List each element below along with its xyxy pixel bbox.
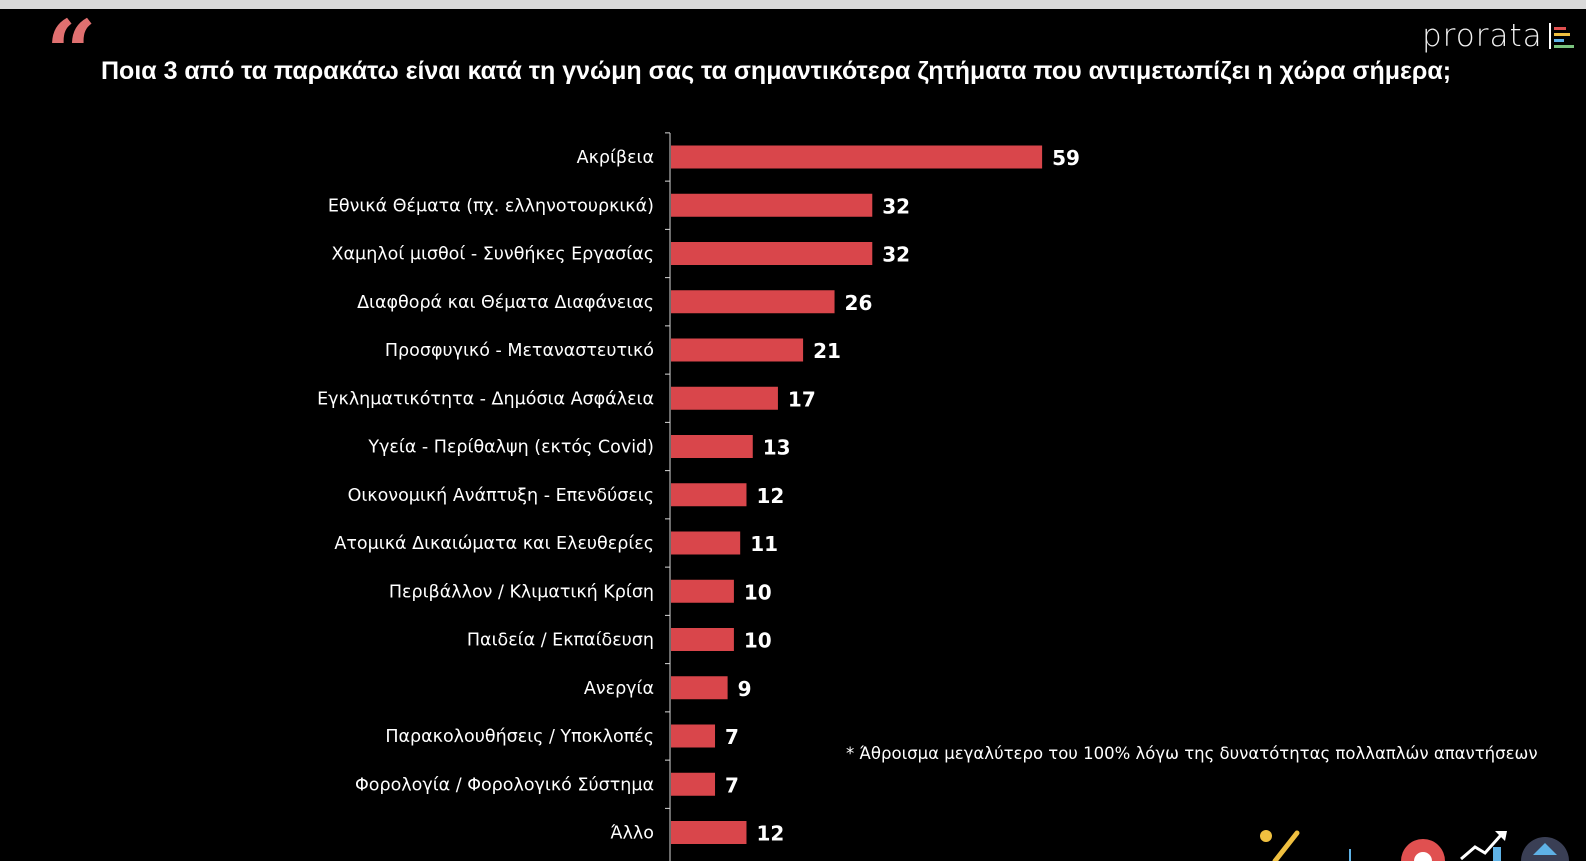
data-label: 12 (756, 484, 784, 508)
category-label: Προσφυγικό - Μεταναστευτικό (385, 341, 654, 361)
footnote: * Άθροισμα μεγαλύτερο του 100% λόγω της … (846, 744, 1538, 763)
data-label: 10 (744, 629, 772, 653)
bar (671, 676, 728, 700)
bar (671, 531, 741, 555)
category-label: Εγκληματικότητα - Δημόσια Ασφάλεια (317, 389, 654, 409)
category-label: Άλλο (610, 824, 654, 844)
category-label: Περιβάλλον / Κλιματική Κρίση (389, 582, 654, 602)
chart-title: Ποια 3 από τα παρακάτω είναι κατά τη γνώ… (101, 57, 1452, 85)
data-label: 7 (725, 725, 739, 749)
data-label: 17 (788, 387, 816, 411)
category-label: Διαφθορά και Θέματα Διαφάνειας (357, 293, 654, 313)
bar (671, 435, 753, 458)
top-bar (0, 0, 1586, 9)
bar (671, 338, 804, 362)
bar (671, 724, 716, 748)
data-label: 13 (763, 436, 791, 460)
data-label: 59 (1052, 146, 1080, 170)
bar (671, 821, 747, 844)
data-label: 12 (756, 822, 784, 846)
decorative-icons (1260, 830, 1569, 861)
brand-name: prorata (1422, 18, 1543, 54)
category-label: Παρακολουθήσεις / Υποκλοπές (385, 727, 654, 747)
trend-icon (1460, 831, 1507, 861)
bar (671, 145, 1043, 169)
target-icon (1401, 839, 1445, 861)
bar (671, 242, 873, 265)
home-icon (1521, 837, 1569, 861)
category-label: Ακρίβεια (577, 148, 654, 168)
brand-mark-icon (1548, 23, 1575, 49)
data-label: 7 (725, 773, 739, 797)
data-label: 21 (813, 339, 841, 363)
category-label: Χαμηλοί μισθοί - Συνθήκες Εργασίας (332, 245, 654, 265)
category-label: Παιδεία / Εκπαίδευση (467, 631, 654, 651)
bar (671, 386, 778, 410)
data-label: 32 (882, 194, 910, 218)
category-label: Ανεργία (584, 679, 654, 699)
bar (671, 579, 734, 603)
bar (671, 193, 873, 217)
category-label: Ατομικά Δικαιώματα και Ελευθερίες (334, 534, 654, 554)
pencil-icon (1260, 830, 1300, 861)
bar (671, 483, 747, 507)
data-label: 32 (882, 243, 910, 267)
category-label: Φορολογία / Φορολογικό Σύστημα (355, 775, 654, 795)
data-label: 9 (738, 677, 752, 701)
quote-icon: “ (46, 0, 97, 104)
data-label: 10 (744, 580, 772, 604)
category-label: Οικονομική Ανάπτυξη - Επενδύσεις (348, 486, 654, 506)
brand-logo: prorata (1422, 16, 1575, 56)
category-label: Υγεία - Περίθαλψη (εκτός Covid) (367, 438, 654, 458)
data-label: 26 (845, 291, 873, 315)
data-label: 11 (750, 532, 778, 556)
category-label: Εθνικά Θέματα (πχ. ελληνοτουρκικά) (328, 196, 654, 216)
bar (671, 290, 835, 314)
bar (671, 628, 734, 651)
bar (671, 772, 716, 796)
